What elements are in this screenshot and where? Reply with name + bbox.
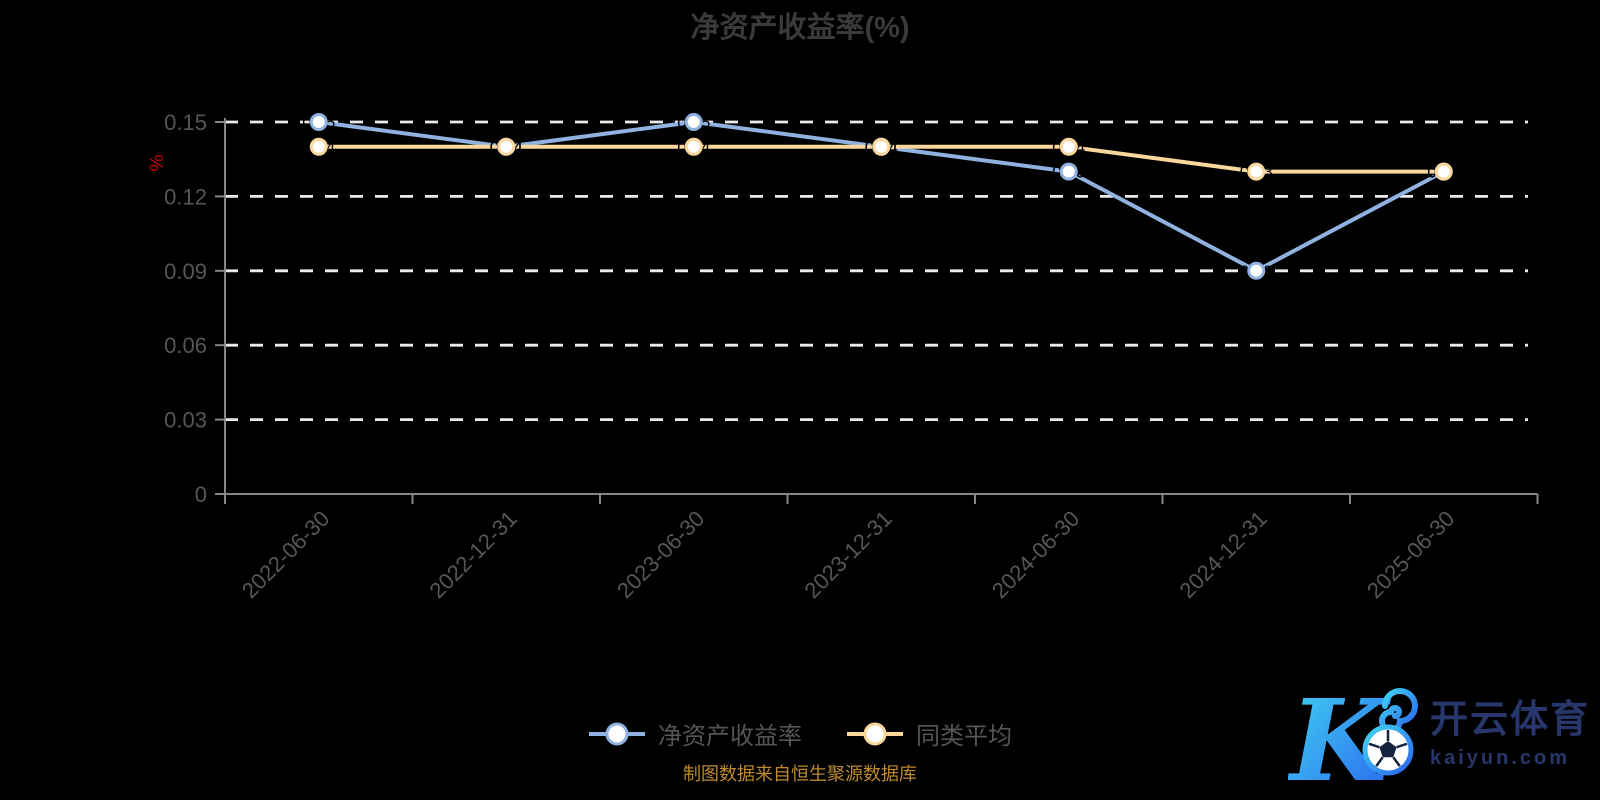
legend: 净资产收益率 同类平均 [0, 716, 1600, 751]
data-point-marker[interactable] [1059, 137, 1078, 156]
data-point-marker[interactable] [309, 113, 328, 131]
x-tick-label: 2025-06-30 [1362, 506, 1459, 603]
y-tick-label: 0.06 [164, 333, 207, 358]
x-tick-label: 2024-06-30 [987, 506, 1084, 603]
watermark-brand-text: 开云体育 [1430, 699, 1591, 741]
legend-label: 同类平均 [916, 723, 1012, 750]
data-point-marker[interactable] [309, 137, 328, 156]
y-tick-label: 0.09 [164, 259, 207, 284]
data-point-marker[interactable] [684, 113, 703, 131]
data-point-marker[interactable] [684, 137, 703, 156]
legend-item-peer-average[interactable]: 同类平均 [846, 716, 1012, 751]
data-point-marker[interactable] [497, 137, 516, 156]
data-point-marker[interactable] [1434, 162, 1453, 181]
x-tick-label: 2022-12-31 [425, 506, 522, 603]
x-tick-label: 2022-06-30 [237, 506, 334, 603]
kaiyun-logo-icon: K [1288, 676, 1418, 798]
y-tick-label: 0.15 [164, 110, 207, 135]
yellow-line-series-icon [847, 722, 903, 745]
legend-label: 净资产收益率 [658, 723, 802, 750]
y-tick-label: 0.12 [164, 184, 207, 209]
data-point-marker[interactable] [1059, 162, 1078, 181]
y-tick-label: 0 [195, 482, 207, 507]
x-tick-label: 2023-06-30 [612, 506, 709, 603]
chart-title: 净资产收益率(%) [690, 12, 910, 44]
x-tick-label: 2024-12-31 [1175, 506, 1272, 603]
watermark: K 开云体育 kaiyun.com [1288, 676, 1600, 798]
blue-line-series-icon [589, 722, 645, 745]
data-point-marker[interactable] [872, 137, 891, 156]
data-point-marker[interactable] [1247, 162, 1266, 181]
legend-item-roe[interactable]: 净资产收益率 [588, 716, 802, 751]
data-point-marker[interactable] [1247, 261, 1266, 280]
x-tick-label: 2023-12-31 [800, 506, 897, 603]
line-chart-plot: 0 0.03 0.06 0.09 0.12 0.15 2022-06-30 2022-12-3… [164, 110, 1539, 603]
y-tick-label: 0.03 [164, 408, 207, 433]
data-source-caption: 制图数据来自恒生聚源数据库 [683, 764, 917, 784]
watermark-domain-text: kaiyun.com [1430, 746, 1571, 769]
